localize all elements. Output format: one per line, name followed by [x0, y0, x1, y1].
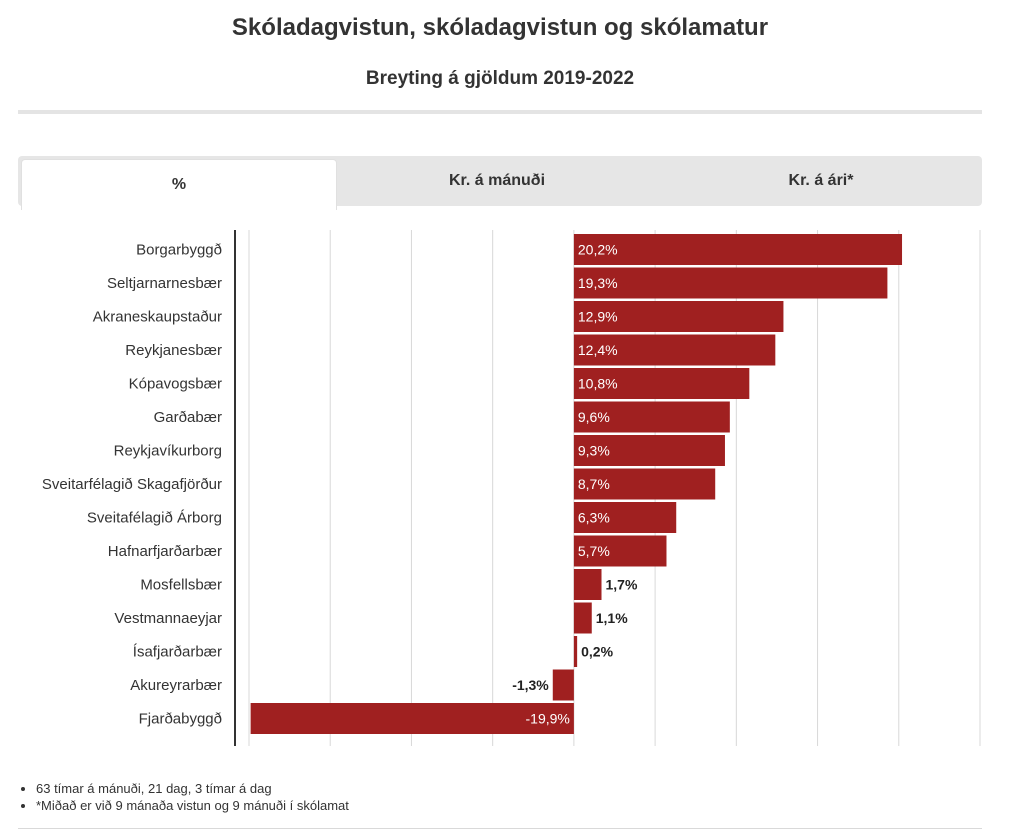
- bar: [573, 234, 903, 265]
- bar: [573, 502, 677, 533]
- bar: [573, 334, 776, 366]
- value-label: 5,7%: [578, 543, 610, 559]
- bar: [573, 267, 888, 299]
- category-label: Kópavogsbær: [129, 376, 222, 393]
- chart-subtitle: Breyting á gjöldum 2019-2022: [365, 68, 635, 89]
- footnote: *Miðað er við 9 mánaða vistun og 9 mánuð…: [36, 797, 349, 814]
- value-label: 8,7%: [578, 476, 610, 492]
- bar: [573, 368, 750, 399]
- bars: 20,2% 19,3% 12,9% 12,4% 10,8% 9,6% 9,3% 8,7% 6,3…: [250, 234, 903, 734]
- value-label: 19,3%: [578, 275, 618, 291]
- bar: [552, 669, 574, 701]
- category-label: Reykjanesbær: [125, 342, 222, 359]
- value-label: 1,1%: [596, 610, 628, 626]
- tab-bar: % Kr. á mánuði Kr. á ári*: [18, 156, 982, 210]
- value-label: 12,9%: [578, 309, 618, 325]
- value-label: -1,3%: [512, 677, 549, 693]
- bottom-divider: [18, 828, 982, 829]
- bar: [573, 569, 602, 600]
- category-label: Vestmannaeyjar: [114, 610, 222, 627]
- value-label: 1,7%: [606, 577, 638, 593]
- category-label: Ísafjarðarbær: [133, 644, 222, 661]
- footnote: 63 tímar á mánuði, 21 dag, 3 tímar á dag: [36, 780, 349, 797]
- value-label: 10,8%: [578, 376, 618, 392]
- bar: [573, 435, 725, 466]
- bar: [573, 468, 716, 500]
- value-label: 9,3%: [578, 443, 610, 459]
- top-divider: [18, 110, 982, 114]
- category-label: Fjarðabyggð: [139, 711, 222, 728]
- value-label: 6,3%: [578, 510, 610, 526]
- bar: [573, 602, 592, 634]
- tab-percent[interactable]: %: [21, 159, 337, 210]
- value-label: -19,9%: [526, 711, 570, 727]
- category-label: Garðabær: [154, 409, 222, 426]
- category-label: Sveitafélagið Árborg: [87, 510, 222, 527]
- category-label: Mosfellsbær: [140, 577, 222, 594]
- chart-title: Skóladagvistun, skóladagvistun og skólam…: [231, 14, 769, 41]
- value-label: 9,6%: [578, 409, 610, 425]
- tab-kr-per-year[interactable]: Kr. á ári*: [788, 172, 854, 189]
- footnotes: 63 tímar á mánuði, 21 dag, 3 tímar á dag…: [18, 780, 349, 814]
- value-label: 0,2%: [581, 644, 613, 660]
- value-label: 20,2%: [578, 242, 618, 258]
- value-label: 12,4%: [578, 342, 618, 358]
- bar-chart: 20,2% 19,3% 12,9% 12,4% 10,8% 9,6% 9,3% 8,7% 6,3…: [42, 230, 981, 746]
- bar: [573, 401, 730, 433]
- tab-kr-per-month[interactable]: Kr. á mánuði: [448, 172, 546, 189]
- category-label: Akraneskaupstaður: [93, 309, 222, 326]
- category-label: Hafnarfjarðarbær: [108, 543, 222, 560]
- bar: [573, 301, 784, 332]
- category-label: Akureyrarbær: [130, 677, 222, 694]
- category-label: Sveitarfélagið Skagafjörður: [42, 476, 222, 493]
- category-label: Borgarbyggð: [136, 242, 222, 259]
- bar: [250, 703, 574, 734]
- category-labels: Borgarbyggð Seltjarnarnesbær Akraneskaupst…: [42, 242, 222, 728]
- category-label: Reykjavíkurborg: [114, 443, 222, 460]
- category-label: Seltjarnarnesbær: [107, 275, 222, 292]
- bar: [573, 636, 578, 667]
- bar: [573, 535, 667, 567]
